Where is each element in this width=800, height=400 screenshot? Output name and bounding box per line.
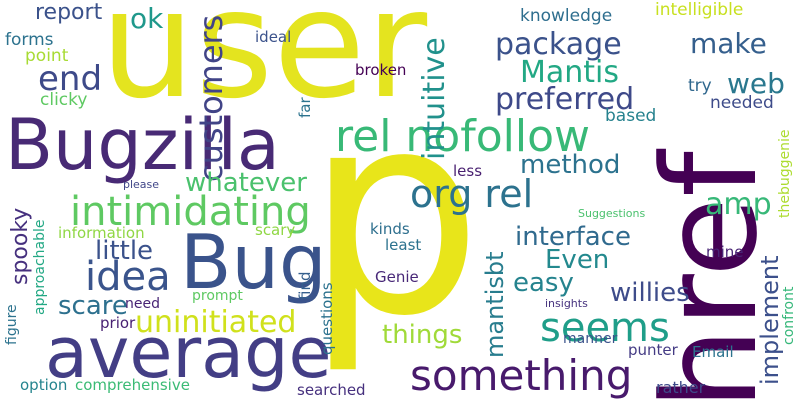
word-rather: rather bbox=[656, 378, 706, 397]
word-customers: customers bbox=[192, 14, 230, 182]
word-mantis: Mantis bbox=[520, 55, 620, 90]
word-find: find bbox=[296, 271, 314, 300]
word-something: something bbox=[410, 351, 633, 400]
word-interface: interface bbox=[515, 222, 631, 252]
word-whatever: whatever bbox=[185, 168, 307, 198]
word-questions: questions bbox=[318, 282, 336, 355]
word-bugzilla: Bugzilla bbox=[5, 104, 280, 186]
word-genie: Genie bbox=[375, 268, 419, 286]
word-willies: willies bbox=[610, 278, 690, 308]
word-scary: scary bbox=[255, 221, 296, 239]
word-easy: easy bbox=[513, 268, 574, 298]
word-far: far bbox=[296, 97, 314, 118]
word-method: method bbox=[520, 150, 621, 180]
word-insights: insights bbox=[545, 297, 588, 310]
word-based: based bbox=[605, 106, 657, 126]
word-confront: confront bbox=[781, 286, 797, 345]
word-option: option bbox=[20, 376, 68, 394]
word-less: less bbox=[453, 162, 483, 180]
word-average: average bbox=[45, 312, 332, 394]
word-information: information bbox=[58, 224, 145, 242]
word-punter: punter bbox=[628, 341, 678, 359]
word-prompt: prompt bbox=[192, 288, 243, 304]
word-intimidating: intimidating bbox=[70, 189, 311, 235]
word-intelligible: intelligible bbox=[655, 0, 744, 20]
word-preferred: preferred bbox=[495, 82, 635, 117]
word-make: make bbox=[690, 27, 767, 60]
word-uninitiated: uninitiated bbox=[135, 305, 297, 340]
word-ok: ok bbox=[130, 2, 164, 35]
word-package: package bbox=[495, 27, 622, 62]
word-knowledge: knowledge bbox=[520, 6, 613, 26]
word-please: please bbox=[123, 178, 160, 191]
word-suggestions: Suggestions bbox=[578, 207, 646, 220]
word-forms: forms bbox=[5, 30, 54, 50]
word-org-rel: org rel bbox=[410, 172, 534, 216]
word-need: need bbox=[125, 296, 160, 312]
word-p: p bbox=[305, 52, 483, 378]
word-broken: broken bbox=[355, 61, 407, 79]
word-mantisbt: mantisbt bbox=[481, 251, 509, 358]
word-kinds: kinds bbox=[370, 220, 410, 238]
word-even: Even bbox=[545, 245, 610, 275]
word-figure: figure bbox=[4, 304, 20, 345]
word-intuitive: intuitive bbox=[417, 37, 452, 160]
word-bug: Bug bbox=[180, 218, 327, 306]
word-point: point bbox=[25, 46, 69, 66]
word-scare: scare bbox=[58, 291, 128, 321]
word-seems: seems bbox=[540, 305, 670, 351]
word-comprehensive: comprehensive bbox=[75, 376, 190, 394]
word-implement: implement bbox=[756, 255, 784, 385]
word-thebuggenie: thebuggenie bbox=[777, 129, 793, 219]
word-needed: needed bbox=[710, 93, 774, 113]
word-amp: amp bbox=[705, 187, 772, 222]
word-searched: searched bbox=[297, 381, 366, 399]
word-rel-nofollow: rel nofollow bbox=[335, 111, 590, 162]
word-web: web bbox=[727, 67, 785, 100]
word-prior: prior bbox=[100, 314, 136, 332]
word-ideal: ideal bbox=[255, 28, 292, 46]
word-manner: manner bbox=[563, 331, 618, 347]
word-email: Email bbox=[692, 343, 734, 361]
word-user: user bbox=[100, 0, 428, 132]
word-report: report bbox=[35, 0, 103, 25]
word-clicky: clicky bbox=[40, 90, 88, 110]
word-spooky: spooky bbox=[8, 207, 33, 285]
word-end: end bbox=[38, 59, 103, 99]
word-little: little bbox=[95, 236, 154, 266]
word-mine: mine bbox=[706, 243, 744, 261]
word-least: least bbox=[385, 236, 422, 254]
word-idea: idea bbox=[85, 254, 171, 300]
word-approachable: approachable bbox=[32, 219, 48, 315]
word-things: things bbox=[382, 320, 463, 350]
word-try: try bbox=[688, 76, 712, 96]
